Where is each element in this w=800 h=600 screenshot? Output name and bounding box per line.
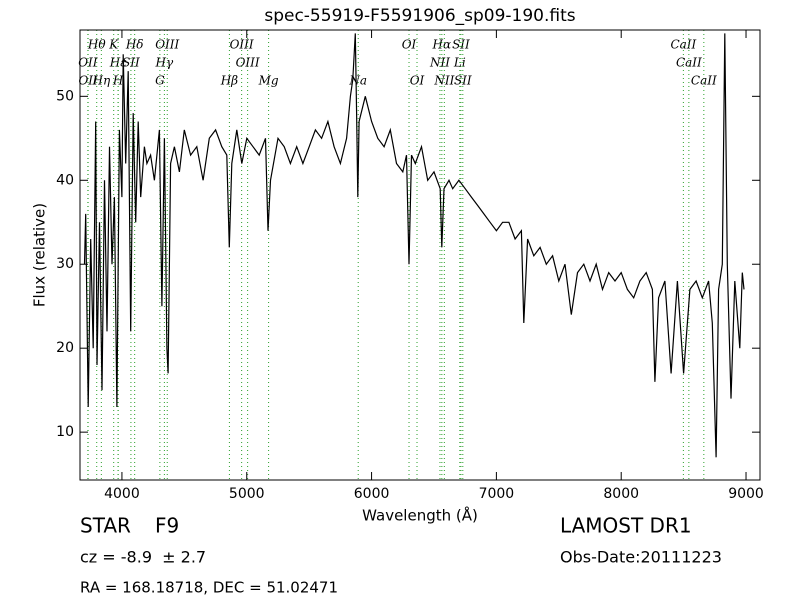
line-label: SII — [454, 74, 472, 88]
line-label: OIII — [155, 38, 179, 52]
line-label: OII — [78, 74, 98, 88]
line-label: OIII — [230, 38, 254, 52]
line-label: NII — [429, 56, 450, 70]
y-tick-label: 20 — [56, 340, 74, 356]
spectrum — [83, 33, 745, 458]
y-tick-label: 30 — [56, 256, 74, 272]
line-label: NII — [433, 74, 454, 88]
line-label: Mg — [258, 74, 279, 88]
line-label: OIII — [236, 56, 260, 70]
x-tick-label: 4000 — [104, 486, 140, 502]
line-label: K — [108, 38, 119, 52]
line-label: Hγ — [155, 56, 174, 70]
line-label: Na — [348, 74, 367, 88]
object-class: STAR — [80, 514, 131, 538]
line-label: OI — [402, 38, 417, 52]
x-tick-label: 8000 — [603, 486, 639, 502]
survey: LAMOST DR1 — [560, 514, 692, 538]
line-label: Li — [453, 56, 466, 70]
line-label: Hβ — [220, 74, 238, 88]
line-label: Hθ — [87, 38, 106, 52]
line-label: CaII — [691, 74, 717, 88]
line-label: SII — [122, 56, 140, 70]
x-tick-label: 9000 — [728, 486, 764, 502]
obs-date: Obs-Date:20111223 — [560, 548, 722, 567]
y-tick-label: 10 — [56, 424, 74, 440]
line-label: OI — [410, 74, 425, 88]
coordinates: RA = 168.18718, DEC = 51.02471 — [80, 579, 338, 597]
plot-frame — [79, 29, 761, 481]
redshift: cz = -8.9 ± 2.7 — [80, 548, 206, 567]
x-tick-label: 6000 — [354, 486, 390, 502]
line-label: Hη — [92, 74, 111, 88]
y-axis-label: Flux (relative) — [31, 203, 49, 307]
line-label: CaII — [676, 56, 702, 70]
line-label: G — [155, 74, 165, 88]
chart-title: spec-55919-F5591906_sp09-190.fits — [264, 6, 575, 26]
y-tick-label: 40 — [56, 172, 74, 188]
line-label: CaII — [670, 38, 696, 52]
line-label: H — [112, 74, 124, 88]
x-tick-label: 5000 — [229, 486, 265, 502]
line-label: SII — [452, 38, 470, 52]
x-axis-label: Wavelength (Å) — [362, 506, 478, 525]
line-label: Hδ — [125, 38, 144, 52]
y-tick-label: 50 — [56, 88, 74, 104]
x-tick-label: 7000 — [479, 486, 515, 502]
line-label: Hα — [432, 38, 452, 52]
subclass: F9 — [155, 514, 179, 538]
